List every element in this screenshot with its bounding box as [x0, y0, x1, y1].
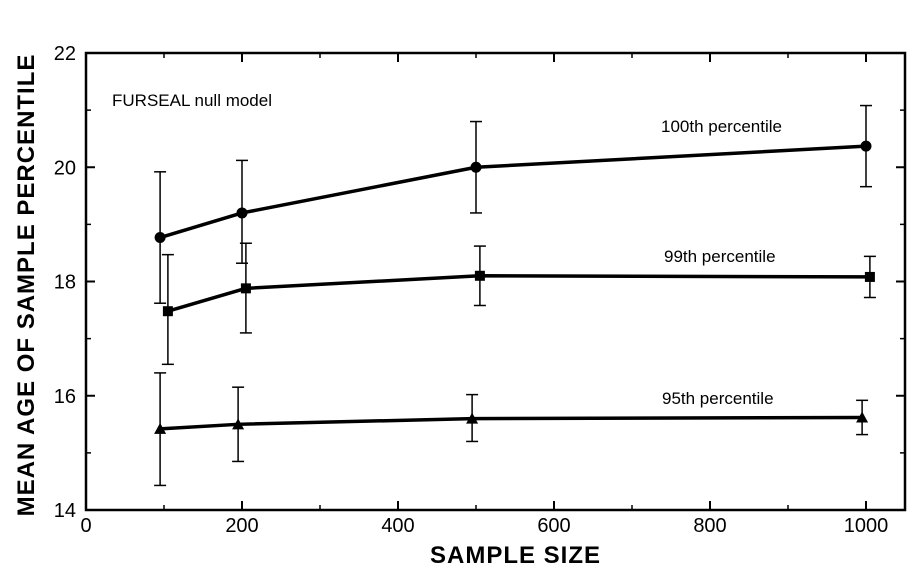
series-line: [167, 274, 870, 313]
x-tick-label: 200: [225, 515, 258, 537]
point-marker: [236, 207, 248, 219]
point-marker: [860, 140, 872, 152]
series: 100th percentile 99th percentile 95th perc…: [154, 104, 876, 487]
x-tick-label: 0: [80, 515, 91, 537]
x-tick-label: 600: [537, 515, 570, 537]
y-tick-label: 14: [54, 500, 76, 522]
series-label: 99th percentile: [664, 247, 776, 266]
point-marker: [240, 283, 251, 294]
annotation: FURSEAL null model: [112, 91, 272, 110]
point-marker: [154, 232, 166, 244]
x-axis-title: SAMPLE SIZE: [430, 542, 601, 569]
point-marker: [154, 422, 167, 434]
series-2: 95th percentile: [154, 372, 869, 487]
y-tick-label: 20: [54, 157, 76, 179]
plot-frame: [84, 51, 907, 512]
y-tick-label: 16: [54, 386, 76, 408]
point-marker: [466, 412, 479, 424]
point-marker: [856, 411, 869, 423]
series-1: 99th percentile: [161, 242, 876, 366]
x-tick-label: 400: [381, 515, 414, 537]
axes: [84, 51, 907, 512]
ticks: 0 200 400 600 800 1000 14 16 18 20 22: [54, 43, 905, 537]
point-marker: [162, 306, 173, 317]
point-marker: [470, 161, 482, 173]
y-tick-label: 18: [54, 272, 76, 294]
series-line: [159, 415, 863, 431]
series-0: 100th percentile: [154, 104, 872, 304]
point-marker: [864, 271, 875, 282]
y-tick-label: 22: [54, 43, 76, 65]
series-label: 100th percentile: [661, 117, 782, 136]
point-marker: [232, 418, 245, 430]
series-label: 95th percentile: [662, 389, 774, 408]
x-tick-label: 800: [693, 515, 726, 537]
x-tick-label: 1000: [844, 515, 889, 537]
y-axis-title: MEAN AGE OF SAMPLE PERCENTILE: [13, 54, 40, 517]
series-line: [159, 144, 867, 240]
point-marker: [474, 270, 485, 281]
